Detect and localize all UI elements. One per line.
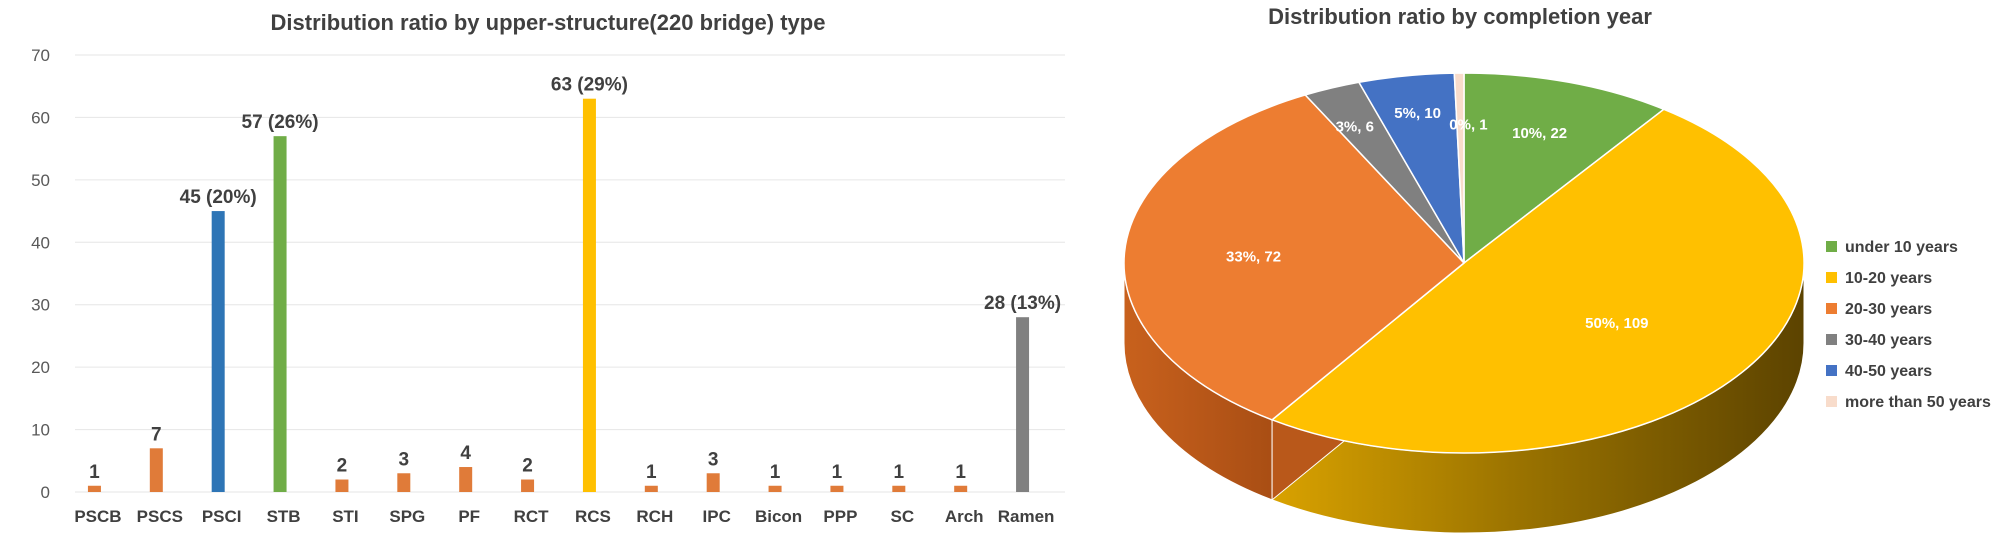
x-tick-label: SPG	[389, 507, 425, 526]
x-tick-label: PPP	[823, 507, 857, 526]
bar-x-axis: PSCB PSCS PSCI STB STI SPG PF RCT RCS RCH IPC Bicon…	[74, 507, 1054, 526]
data-label: 63 (29%)	[551, 75, 628, 96]
data-label: 1	[832, 462, 843, 483]
bar-chart-title: Distribution ratio by upper-structure(22…	[271, 10, 826, 35]
legend-label: 40-50 years	[1845, 363, 1932, 380]
bar-series: 1 7 45 (20%) 57 (26%) 2 3 4 2 63 (29%) 1 3 1 1 1 1 28 (…	[87, 75, 1061, 493]
legend-swatch	[1826, 303, 1837, 314]
data-label: 28 (13%)	[984, 293, 1061, 314]
bar-pf	[459, 467, 473, 492]
slice-label: 33%, 72	[1226, 248, 1281, 265]
slice-label: 0%, 1	[1449, 116, 1487, 133]
pie-slice-10-20-years	[1270, 108, 1805, 454]
data-label: 3	[708, 449, 719, 470]
x-tick-label: RCT	[514, 507, 550, 526]
bar-spg	[397, 473, 411, 492]
pie-chart-title: Distribution ratio by completion year	[1268, 4, 1652, 29]
x-tick-label: STB	[267, 507, 301, 526]
bar-pscs	[149, 448, 163, 492]
x-tick-label: PF	[458, 507, 480, 526]
data-label: 1	[770, 462, 781, 483]
bar-stb	[273, 136, 287, 492]
bar-rch	[644, 485, 658, 492]
legend-label: more than 50 years	[1845, 394, 1991, 411]
legend-label: under 10 years	[1845, 239, 1958, 256]
x-tick-label: STI	[332, 507, 358, 526]
pie-slices	[1123, 72, 1805, 454]
bar-bicon	[768, 485, 782, 492]
pie-legend: under 10 years 10-20 years 20-30 years 30-4…	[1826, 239, 1991, 411]
legend-swatch	[1826, 241, 1837, 252]
x-tick-label: PSCB	[74, 507, 121, 526]
x-tick-label: PSCS	[137, 507, 183, 526]
data-label: 7	[151, 424, 162, 445]
data-label: 1	[894, 462, 905, 483]
legend-label: 10-20 years	[1845, 270, 1932, 287]
pie-slice-20-30-years	[1123, 94, 1466, 421]
slice-label: 3%, 6	[1336, 118, 1374, 135]
pie-slice-under-10-years	[1463, 72, 1666, 265]
data-label: 2	[337, 456, 348, 477]
slice-label: 10%, 22	[1512, 125, 1567, 142]
x-tick-label: IPC	[703, 507, 731, 526]
bar-psci	[211, 211, 225, 493]
bar-ipc	[706, 473, 720, 492]
y-tick-label: 60	[31, 108, 50, 127]
bar-pscb	[87, 485, 101, 492]
bar-sti	[335, 479, 349, 492]
data-label: 45 (20%)	[180, 187, 257, 208]
bar-rcs	[582, 98, 596, 492]
x-tick-label: Bicon	[755, 507, 802, 526]
data-label: 1	[955, 462, 966, 483]
x-tick-label: RCS	[575, 507, 611, 526]
y-tick-label: 50	[31, 171, 50, 190]
data-label: 57 (26%)	[242, 112, 319, 133]
x-tick-label: Ramen	[998, 507, 1055, 526]
slice-label: 50%, 109	[1585, 315, 1648, 332]
x-tick-label: Arch	[945, 507, 984, 526]
bar-y-axis: 0 10 20 30 40 50 60 70	[31, 46, 50, 502]
data-label: 2	[522, 456, 533, 477]
bar-arch	[954, 485, 968, 492]
data-label: 4	[460, 443, 471, 464]
y-tick-label: 30	[31, 296, 50, 315]
bar-rct	[521, 479, 535, 492]
bar-ramen	[1016, 317, 1030, 492]
y-tick-label: 10	[31, 421, 50, 440]
pie-slice-more-than-50-years	[1453, 72, 1465, 264]
x-tick-label: RCH	[636, 507, 673, 526]
legend-label: 30-40 years	[1845, 332, 1932, 349]
legend-swatch	[1826, 334, 1837, 345]
x-tick-label: PSCI	[202, 507, 242, 526]
pie-chart: Distribution ratio by completion year 10…	[1123, 4, 1991, 534]
legend-swatch	[1826, 365, 1837, 376]
x-tick-label: SC	[891, 507, 915, 526]
pie-slice-labels: 10%, 22 50%, 109 33%, 72 3%, 6 5%, 10 0%, 1	[1226, 105, 1649, 332]
bar-gridlines	[75, 54, 1065, 493]
slice-label: 5%, 10	[1394, 105, 1441, 122]
data-label: 1	[646, 462, 657, 483]
data-label: 1	[89, 462, 100, 483]
legend-swatch	[1826, 396, 1837, 407]
y-tick-label: 20	[31, 358, 50, 377]
legend-swatch	[1826, 272, 1837, 283]
y-tick-label: 0	[41, 483, 50, 502]
bar-chart: Distribution ratio by upper-structure(22…	[31, 10, 1065, 526]
y-tick-label: 40	[31, 233, 50, 252]
legend-label: 20-30 years	[1845, 301, 1932, 318]
bar-sc	[892, 485, 906, 492]
data-label: 3	[399, 449, 410, 470]
y-tick-label: 70	[31, 46, 50, 65]
bar-ppp	[830, 485, 844, 492]
